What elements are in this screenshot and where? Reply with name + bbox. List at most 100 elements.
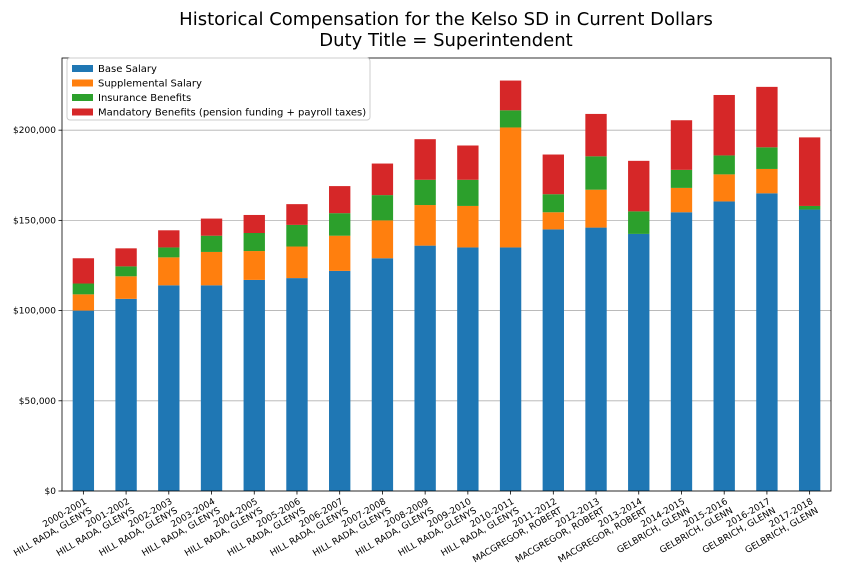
bar-segment [158,257,180,286]
bar-segment [585,113,607,157]
chart-title: Historical Compensation for the Kelso SD… [179,9,713,51]
bar-segment [628,160,650,212]
bar-segment [414,179,436,206]
bar-segment [329,186,351,214]
bar-segment [756,147,778,169]
legend-box [66,57,371,121]
bar-segment [243,251,265,280]
legend-entry: Insurance Benefits [72,93,191,104]
legend-swatch [72,65,93,72]
bar-segment [670,187,693,213]
bar-segment [329,213,351,236]
bar-segment [542,212,564,230]
y-axis: $0 $50,000 $100,000 $150,000 $200,000 [13,126,62,497]
bar-segment [200,251,223,286]
bar-segment [542,154,564,195]
bar-segment [713,174,735,202]
bar-segment [585,227,607,491]
bar-segment [158,285,180,491]
bar-segment [200,285,223,491]
bar-segment [499,127,522,248]
bar-segment [713,94,735,156]
bar-segment [371,195,394,221]
bar-segment [628,211,650,234]
bar-segment [499,80,522,111]
bar-segment [414,139,436,180]
bar-segment [115,276,137,299]
bar-segment [72,310,95,491]
bar-segment [286,204,308,225]
legend-label: Base Salary [98,64,157,75]
y-tick-label: $200,000 [13,126,56,136]
bar-segment [713,155,735,175]
series-3 [72,80,821,284]
bar-segment [756,193,778,491]
bar-segment [499,247,522,491]
bar-segment [243,279,265,491]
plot-area: $0 $50,000 $100,000 $150,000 $200,000 2000-20… [7,57,832,565]
bar-segment [286,278,308,491]
bar-segment [72,294,95,311]
bar-segment [670,212,693,491]
bar-segment [286,246,308,279]
bar-segment [158,230,180,248]
y-tick-label: $100,000 [13,307,56,317]
axes-frame [61,57,832,492]
legend-swatch [72,79,93,87]
legend-label: Supplemental Salary [98,79,202,90]
bar-segment [371,258,394,491]
y-tick-label: $50,000 [19,397,56,407]
bars [72,80,821,492]
bar-segment [414,245,436,491]
bar-segment [414,205,436,246]
x-axis: 2000-2001HILL RADA, GLENYS2001-2002HILL … [7,491,820,565]
bar-segment [329,270,351,491]
bar-segment [499,110,522,128]
bar-segment [200,218,223,236]
bar-segment [200,235,223,252]
y-tick-label: $0 [45,487,57,497]
bar-segment [72,283,95,295]
bar-segment [286,224,308,247]
bar-segment [243,233,265,252]
bar-segment [756,168,778,194]
bar-segment [457,205,479,248]
legend-swatch [72,94,93,101]
bar-segment [115,298,137,491]
bar-segment [72,258,95,284]
bar-segment [628,233,650,491]
series-2 [72,110,821,295]
bar-segment [670,169,693,188]
bar-segment [670,120,693,170]
bar-segment [798,205,821,210]
legend: Base Salary Supplemental Salary Insurance … [66,57,371,121]
chart-title-line-2: Duty Title = Superintendent [319,30,572,51]
bar-segment [243,214,265,234]
series-1 [72,127,778,311]
bar-segment [457,179,479,206]
bar-segment [115,248,137,267]
legend-label: Mandatory Benefits (pension funding + pa… [98,108,366,119]
series-0 [72,193,821,492]
legend-swatch [72,108,93,116]
legend-entry: Base Salary [72,64,157,75]
bar-segment [457,145,479,180]
bar-segment [115,266,137,277]
bar-segment [798,209,821,492]
y-tick-label: $150,000 [13,216,56,226]
bar-segment [542,229,564,492]
x-tick-label: 2000-2001HILL RADA, GLENYS [7,497,94,559]
bar-segment [542,194,564,213]
legend-entry: Mandatory Benefits (pension funding + pa… [72,108,366,119]
bar-segment [713,201,735,491]
legend-entry: Supplemental Salary [72,79,202,90]
bar-segment [329,235,351,271]
legend-label: Insurance Benefits [98,93,191,104]
bar-segment [585,189,607,228]
bar-segment [756,86,778,148]
chart-title-line-1: Historical Compensation for the Kelso SD… [179,9,713,30]
bar-segment [158,247,180,258]
bar-segment [585,156,607,190]
bar-segment [798,137,821,206]
